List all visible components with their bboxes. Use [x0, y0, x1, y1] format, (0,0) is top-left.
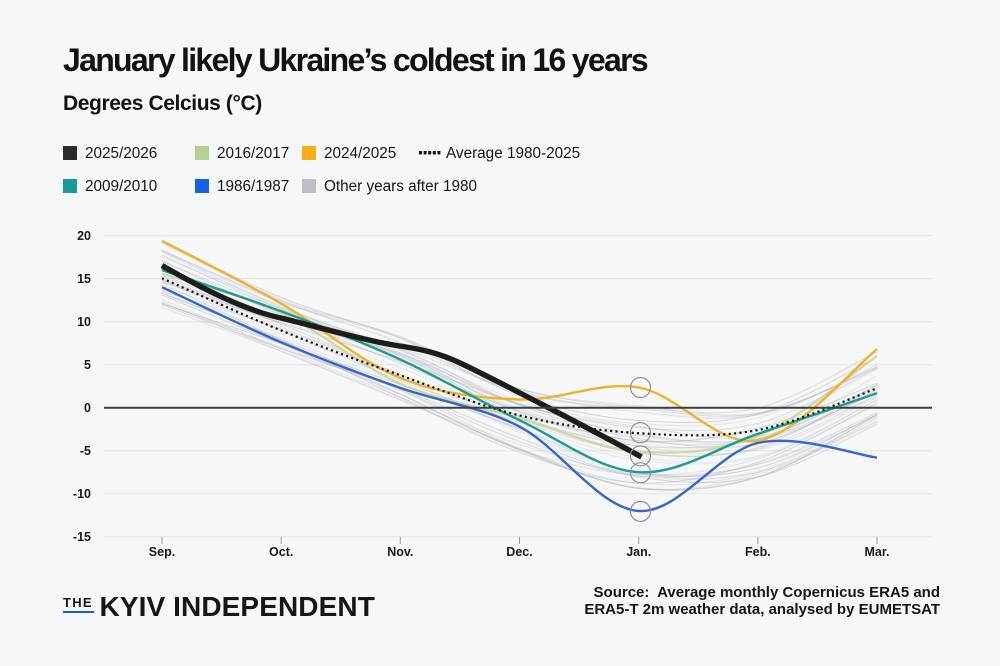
svg-text:-5: -5 — [80, 444, 91, 458]
svg-text:Sep.: Sep. — [149, 545, 175, 559]
svg-text:10: 10 — [77, 315, 91, 329]
svg-text:-15: -15 — [73, 530, 91, 544]
svg-text:Mar.: Mar. — [864, 545, 889, 559]
svg-text:20: 20 — [77, 229, 91, 243]
svg-text:Jan.: Jan. — [626, 545, 651, 559]
svg-text:Dec.: Dec. — [506, 545, 532, 559]
svg-text:Nov.: Nov. — [387, 545, 413, 559]
svg-text:5: 5 — [84, 358, 91, 372]
svg-text:15: 15 — [77, 272, 91, 286]
svg-text:Feb.: Feb. — [745, 545, 771, 559]
svg-text:Oct.: Oct. — [269, 545, 293, 559]
svg-text:-10: -10 — [73, 487, 91, 501]
svg-text:0: 0 — [84, 401, 91, 415]
